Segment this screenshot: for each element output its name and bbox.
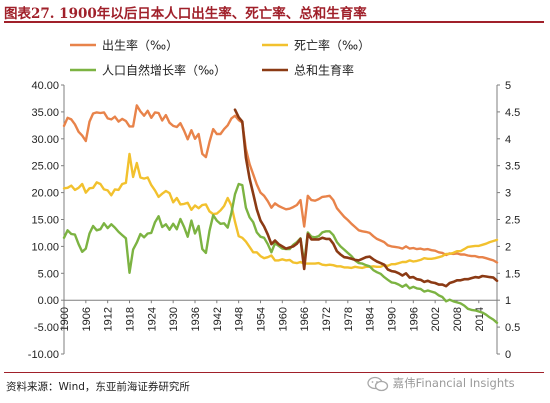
legend-label: 死亡率（‰） <box>294 38 370 53</box>
x-tick-label: 1978 <box>343 307 355 331</box>
x-tick-label: 1972 <box>321 307 333 331</box>
y-left-tick-label: 35.00 <box>31 107 59 119</box>
line-chart: 40.0035.0030.0025.0020.0015.0010.005.000… <box>28 38 521 362</box>
watermark-text: 嘉伟Financial Insights <box>392 376 515 390</box>
legend-item: 总和生育率 <box>262 63 354 78</box>
y-right-tick-label: 2.5 <box>505 215 520 227</box>
y-right-tick-label: 2 <box>505 241 511 253</box>
wechat-logo-icon <box>367 376 389 391</box>
y-right-tick-label: 4 <box>505 134 511 146</box>
legend-item: 死亡率（‰） <box>262 38 370 53</box>
y-left-tick-label: -5.00 <box>34 322 59 334</box>
x-tick-label: 1936 <box>190 307 202 331</box>
y-axis-left: 40.00 35.00 30.00 25.00 20.00 15.00 10.00 5.00 0… <box>28 80 64 361</box>
x-tick-label: 2008 <box>452 307 464 331</box>
y-left-tick-label: 5.00 <box>38 268 59 280</box>
y-right-tick-label: 3.5 <box>505 161 520 173</box>
x-tick-label: 1924 <box>146 307 158 331</box>
footer-rule <box>4 372 544 373</box>
legend-item: 人口自然增长率（‰） <box>70 63 226 78</box>
title-rule <box>4 21 544 23</box>
series-line-0 <box>62 104 499 264</box>
legend-label: 出生率（‰） <box>102 38 178 53</box>
x-tick-label: 2002 <box>430 307 442 331</box>
y-right-tick-label: 5 <box>505 80 511 92</box>
series-line-2 <box>62 182 499 324</box>
x-tick-label: 1918 <box>124 307 136 331</box>
watermark: 嘉伟Financial Insights <box>367 375 515 392</box>
x-tick-label: 1966 <box>299 307 311 331</box>
y-right-tick-label: 1.5 <box>505 268 520 280</box>
figure-title: 图表27. 1900年以后日本人口出生率、死亡率、总和生育率 <box>4 6 367 22</box>
y-right-tick-label: 4.5 <box>505 107 520 119</box>
legend-label: 总和生育率 <box>294 63 354 78</box>
x-tick-label: 1948 <box>234 307 246 331</box>
y-left-tick-label: -10.00 <box>28 349 59 361</box>
y-left-tick-label: 30.00 <box>31 134 59 146</box>
x-tick-label: 1996 <box>408 307 420 331</box>
x-tick-label: 1930 <box>168 307 180 331</box>
y-left-tick-label: 10.00 <box>31 241 59 253</box>
series-layer <box>62 104 499 324</box>
x-tick-label: 1942 <box>212 307 224 331</box>
source-note: 资料来源：Wind，东亚前海证券研究所 <box>6 381 190 393</box>
legend-item: 出生率（‰） <box>70 38 178 53</box>
y-right-tick-label: 0 <box>505 349 511 361</box>
x-tick-label: 1954 <box>255 307 267 331</box>
x-tick-label: 1912 <box>103 307 115 331</box>
legend-label: 人口自然增长率（‰） <box>102 63 226 78</box>
legend: 出生率（‰） 死亡率（‰） 人口自然增长率（‰） 总和生育率 <box>70 38 370 78</box>
y-left-tick-label: 15.00 <box>31 215 59 227</box>
y-left-tick-label: 25.00 <box>31 161 59 173</box>
y-axis-right: 5 4.5 4 3.5 3 2.5 2 1.5 1 0.5 0 <box>497 80 520 361</box>
y-right-tick-label: 0.5 <box>505 322 520 334</box>
y-left-tick-label: 0.00 <box>38 295 59 307</box>
y-left-tick-label: 20.00 <box>31 188 59 200</box>
x-tick-label: 1906 <box>81 307 93 331</box>
x-tick-label: 1900 <box>59 307 71 331</box>
x-axis: 1900 1906 1912 1918 1924 1930 1936 1942 1948 1954… <box>59 300 486 331</box>
x-tick-label: 1984 <box>365 307 377 331</box>
y-right-tick-label: 3 <box>505 188 511 200</box>
x-tick-label: 1960 <box>277 307 289 331</box>
y-left-tick-label: 40.00 <box>31 80 59 92</box>
x-tick-label: 1990 <box>386 307 398 331</box>
series-line-3 <box>233 108 499 288</box>
y-right-tick-label: 1 <box>505 295 511 307</box>
series-line-1 <box>62 152 499 270</box>
